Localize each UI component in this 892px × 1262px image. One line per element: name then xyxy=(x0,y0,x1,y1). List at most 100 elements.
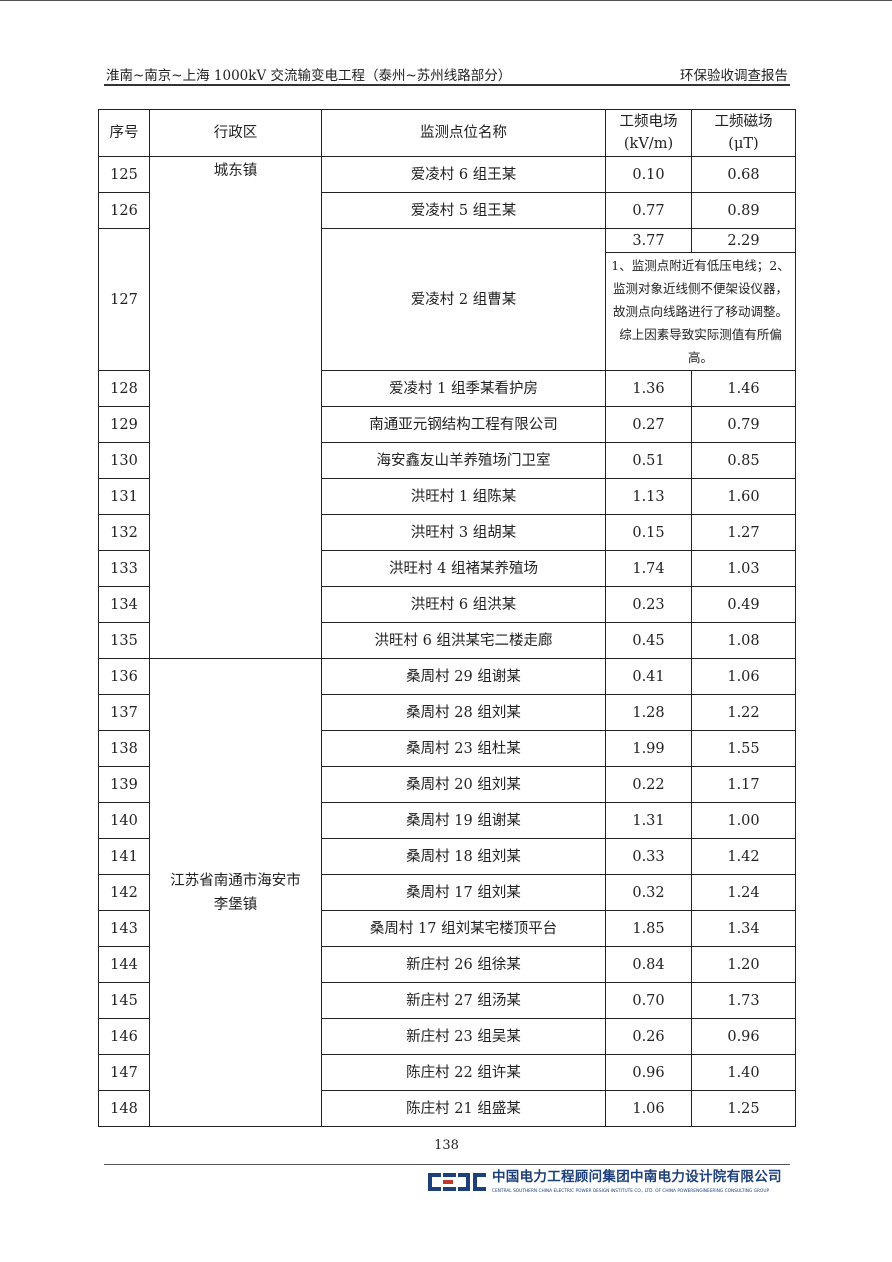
page-number: 138 xyxy=(434,1138,459,1153)
electric-field-value: 0.27 xyxy=(605,406,692,443)
electric-field-value: 0.41 xyxy=(605,658,692,695)
row-number: 131 xyxy=(98,478,150,515)
col-header-district: 行政区 xyxy=(149,109,322,157)
row-number: 132 xyxy=(98,514,150,551)
table-row: 137 桑周村 28 组刘某 1.28 1.22 xyxy=(98,694,796,731)
report-type: 环保验收调查报告 xyxy=(680,68,788,84)
page-top-border xyxy=(0,0,892,1)
magnetic-field-value: 1.00 xyxy=(691,802,796,839)
table-row: 147 陈庄村 22 组许某 0.96 1.40 xyxy=(98,1054,796,1091)
magnetic-field-value: 1.03 xyxy=(691,550,796,587)
electric-field-value: 0.15 xyxy=(605,514,692,551)
row-number: 145 xyxy=(98,982,150,1019)
magnetic-field-value: 1.17 xyxy=(691,766,796,803)
magnetic-field-value: 1.46 xyxy=(691,370,796,407)
magnetic-field-value: 2.29 xyxy=(691,228,796,253)
magnetic-field-value: 1.42 xyxy=(691,838,796,875)
table-row: 143 桑周村 17 组刘某宅楼顶平台 1.85 1.34 xyxy=(98,910,796,947)
electric-field-value: 0.10 xyxy=(605,156,692,193)
magnetic-field-value: 1.40 xyxy=(691,1054,796,1091)
location-name: 南通亚元钢结构工程有限公司 xyxy=(321,406,606,443)
electric-field-value: 0.32 xyxy=(605,874,692,911)
district-cell: 江苏省南通市海安市 李堡镇 xyxy=(149,658,322,1127)
district-cell: 城东镇 xyxy=(149,156,322,659)
location-name: 桑周村 29 组谢某 xyxy=(321,658,606,695)
table-row: 138 桑周村 23 组杜某 1.99 1.55 xyxy=(98,730,796,767)
table-row: 141 桑周村 18 组刘某 0.33 1.42 xyxy=(98,838,796,875)
location-name: 桑周村 19 组谢某 xyxy=(321,802,606,839)
location-name: 爱凌村 5 组王某 xyxy=(321,192,606,229)
magnetic-field-value: 1.22 xyxy=(691,694,796,731)
location-name: 洪旺村 6 组洪某宅二楼走廊 xyxy=(321,622,606,659)
location-name: 桑周村 18 组刘某 xyxy=(321,838,606,875)
company-name-cn: 中国电力工程顾问集团中南电力设计院有限公司 xyxy=(492,1169,782,1185)
location-name: 桑周村 17 组刘某宅楼顶平台 xyxy=(321,910,606,947)
magnetic-field-value: 1.73 xyxy=(691,982,796,1019)
row-number: 144 xyxy=(98,946,150,983)
row-number: 146 xyxy=(98,1018,150,1055)
row-number: 133 xyxy=(98,550,150,587)
table-row: 131 洪旺村 1 组陈某 1.13 1.60 xyxy=(98,478,796,515)
magnetic-field-value: 1.55 xyxy=(691,730,796,767)
row-number: 148 xyxy=(98,1090,150,1127)
row-number: 147 xyxy=(98,1054,150,1091)
table-row: 129 南通亚元钢结构工程有限公司 0.27 0.79 xyxy=(98,406,796,443)
table-header-row: 序号 行政区 监测点位名称 工频电场 (kV/m) 工频磁场 (μT) xyxy=(98,109,796,157)
electric-field-value: 1.06 xyxy=(605,1090,692,1127)
row-number: 128 xyxy=(98,370,150,407)
row-number: 135 xyxy=(98,622,150,659)
table-row: 136 江苏省南通市海安市 李堡镇 桑周村 29 组谢某 0.41 1.06 xyxy=(98,658,796,1127)
electric-field-value: 0.26 xyxy=(605,1018,692,1055)
magnetic-field-value: 1.24 xyxy=(691,874,796,911)
magnetic-field-value: 1.27 xyxy=(691,514,796,551)
magnetic-field-value: 0.49 xyxy=(691,586,796,623)
row-number: 136 xyxy=(98,658,150,695)
magnetic-field-value: 0.96 xyxy=(691,1018,796,1055)
table-note-row: 1、监测点附近有低压电线；2、监测对象近线侧不便架设仪器，故测点向线路进行了移动… xyxy=(99,252,796,371)
row-number: 129 xyxy=(98,406,150,443)
location-name: 洪旺村 1 组陈某 xyxy=(321,478,606,515)
location-name: 海安鑫友山羊养殖场门卫室 xyxy=(321,442,606,479)
location-name: 桑周村 28 组刘某 xyxy=(321,694,606,731)
cedc-logo-icon xyxy=(428,1173,486,1191)
electric-field-value: 1.74 xyxy=(605,550,692,587)
table-row: 127 爱凌村 2 组曹某 3.77 2.29 xyxy=(98,228,796,371)
col-header-location: 监测点位名称 xyxy=(321,109,606,157)
table-row: 146 新庄村 23 组吴某 0.26 0.96 xyxy=(98,1018,796,1055)
row-number: 139 xyxy=(98,766,150,803)
magnetic-field-value: 0.85 xyxy=(691,442,796,479)
magnetic-field-value: 1.34 xyxy=(691,910,796,947)
col-header-magnetic-field: 工频磁场 (μT) xyxy=(691,109,796,157)
electric-field-value: 1.13 xyxy=(605,478,692,515)
monitoring-table: 序号 行政区 监测点位名称 工频电场 (kV/m) 工频磁场 (μT) 125 城东镇… xyxy=(98,109,796,1127)
row-number: 126 xyxy=(98,192,150,229)
location-name: 桑周村 20 组刘某 xyxy=(321,766,606,803)
row-number: 141 xyxy=(98,838,150,875)
magnetic-field-value: 0.89 xyxy=(691,192,796,229)
electric-field-value: 0.45 xyxy=(605,622,692,659)
table-row: 125 城东镇 爱凌村 6 组王某 0.10 0.68 xyxy=(98,156,796,659)
table-row: 132 洪旺村 3 组胡某 0.15 1.27 xyxy=(98,514,796,551)
location-name: 陈庄村 21 组盛某 xyxy=(321,1090,606,1127)
electric-field-value: 1.85 xyxy=(605,910,692,947)
magnetic-field-value: 1.25 xyxy=(691,1090,796,1127)
electric-field-value: 1.99 xyxy=(605,730,692,767)
col-header-b-label: 工频磁场 xyxy=(714,114,773,130)
location-name: 爱凌村 1 组季某看护房 xyxy=(321,370,606,407)
electric-field-value: 1.31 xyxy=(605,802,692,839)
row-number: 142 xyxy=(98,874,150,911)
table-row: 148 陈庄村 21 组盛某 1.06 1.25 xyxy=(98,1090,796,1127)
row-number: 125 xyxy=(98,156,150,193)
electric-field-value: 0.33 xyxy=(605,838,692,875)
table-row: 134 洪旺村 6 组洪某 0.23 0.49 xyxy=(98,586,796,623)
page-body: 序号 行政区 监测点位名称 工频电场 (kV/m) 工频磁场 (μT) 125 城东镇… xyxy=(98,109,796,1200)
electric-field-value: 0.70 xyxy=(605,982,692,1019)
magnetic-field-value: 0.68 xyxy=(691,156,796,193)
col-header-e-unit: (kV/m) xyxy=(623,136,674,152)
col-header-electric-field: 工频电场 (kV/m) xyxy=(605,109,692,157)
col-header-e-label: 工频电场 xyxy=(619,114,678,130)
location-name: 新庄村 23 组吴某 xyxy=(321,1018,606,1055)
location-name: 洪旺村 6 组洪某 xyxy=(321,586,606,623)
electric-field-value: 3.77 xyxy=(605,228,692,253)
location-name: 爱凌村 6 组王某 xyxy=(321,156,606,193)
